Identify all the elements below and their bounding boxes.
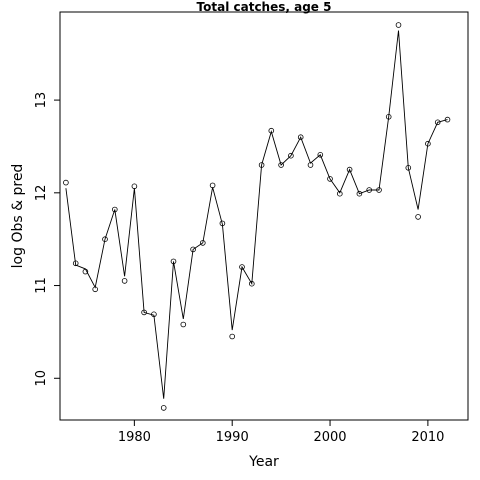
y-tick-label: 11 (34, 277, 49, 294)
observed-point (336, 190, 343, 197)
observed-point (200, 240, 206, 246)
observed-point (288, 152, 294, 159)
y-tick-label: 13 (34, 92, 49, 109)
predicted-line (65, 30, 448, 399)
observed-point (297, 134, 304, 141)
observed-point (63, 179, 69, 186)
observed-point (366, 187, 373, 193)
observed-point (249, 280, 255, 287)
observed-point (209, 182, 216, 189)
observed-point (151, 311, 157, 318)
observed-point (160, 405, 167, 411)
observed-point (444, 116, 451, 123)
observed-point (170, 258, 177, 265)
observed-point (121, 278, 128, 284)
observed-point (131, 183, 138, 190)
observed-point (239, 264, 245, 270)
observed-point (376, 187, 382, 193)
y-axis: 10 11 12 13 (34, 92, 60, 387)
observed-point (102, 236, 108, 243)
chart-title: Total catches, age 5 (197, 0, 332, 14)
y-tick-label: 12 (34, 185, 49, 202)
observed-point (425, 140, 431, 147)
x-tick-label: 2000 (313, 430, 346, 445)
observed-point (278, 162, 284, 168)
observed-point (258, 162, 265, 168)
observed-point (385, 114, 392, 120)
observed-point (405, 165, 412, 171)
observed-point (219, 220, 226, 227)
x-tick-label: 1990 (216, 430, 249, 445)
y-tick-label: 10 (34, 370, 49, 387)
observed-point (346, 166, 353, 173)
observed-point (395, 22, 402, 28)
observed-point (307, 162, 314, 168)
observed-point (317, 152, 324, 158)
x-tick-label: 2010 (411, 430, 444, 445)
x-tick-label: 1980 (118, 430, 151, 445)
observed-point (180, 321, 187, 328)
observed-point (190, 246, 196, 253)
observed-point (72, 260, 79, 267)
observed-point (112, 206, 118, 213)
y-axis-label: log Obs & pred (10, 164, 26, 269)
observed-point (434, 119, 441, 126)
observed-point (327, 176, 333, 182)
observed-point (141, 309, 147, 316)
x-axis: 1980 1990 2000 2010 (118, 420, 444, 445)
plot-frame (59, 11, 469, 421)
observed-point (82, 268, 89, 275)
series-layer (63, 22, 451, 411)
observed-point (229, 333, 236, 340)
x-axis-label: Year (248, 454, 279, 470)
observed-point (268, 127, 275, 134)
observed-point (356, 190, 363, 197)
observed-point (92, 286, 98, 293)
observed-point (415, 214, 421, 220)
